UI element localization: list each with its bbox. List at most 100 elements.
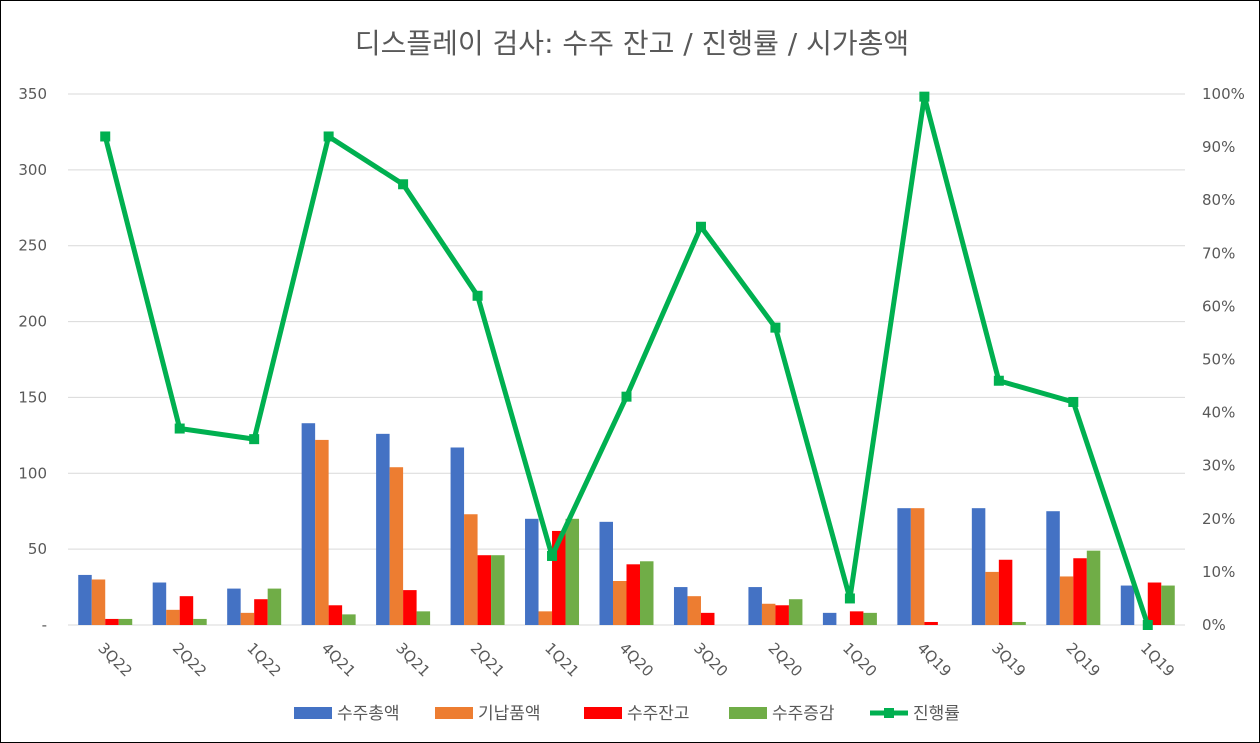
bar-수주총액 [450,447,465,625]
x-axis-tick-label: 3Q19 [988,639,1029,680]
bar-수주증감 [1161,585,1175,625]
x-axis-tick-label: 2Q19 [1062,639,1103,680]
left-axis-tick-label: 200 [18,313,47,331]
right-axis-tick-label: 60% [1202,297,1235,315]
line-marker-진행률 [323,131,334,142]
bar-수주잔고 [700,612,715,625]
x-axis-tick-label: 3Q22 [94,639,135,680]
legend-label: 수주총액 [337,704,400,724]
bar-수주잔고 [924,621,938,625]
line-marker-진행률 [1068,396,1079,407]
line-marker-진행률 [1142,620,1153,630]
right-axis-tick-label: 40% [1202,404,1235,422]
bar-기납품액 [166,609,180,625]
bar-series [78,423,1175,625]
legend-swatch-수주총액 [294,707,332,719]
bar-수주잔고 [626,564,640,625]
left-axis-tick-label: 50 [28,540,47,558]
bar-수주총액 [748,587,762,625]
x-axis-tick-label: 1Q20 [839,639,880,680]
bar-수주잔고 [477,555,492,625]
x-axis-tick-label: 2Q22 [169,639,210,680]
legend-marker-진행률 [884,708,894,718]
bar-기납품액 [389,467,404,625]
bar-수주총액 [673,587,688,625]
right-axis-tick-label: 70% [1202,244,1235,262]
bar-수주잔고 [1073,558,1087,625]
line-marker-진행률 [621,391,632,402]
left-axis: - 50 100 150 200 250 300 350 [18,85,47,634]
right-axis-tick-label: 100% [1202,85,1245,103]
bar-기납품액 [240,612,255,625]
left-axis-tick-label: 300 [18,161,47,179]
line-marker-진행률 [100,131,111,142]
gridlines [68,93,1185,626]
bar-수주증감 [342,614,356,625]
x-axis-tick-label: 1Q21 [541,639,582,680]
bar-수주증감 [416,611,431,625]
line-marker-진행률 [695,221,706,232]
bar-수주총액 [822,612,837,625]
bar-수주잔고 [403,590,417,625]
line-marker-진행률 [844,593,855,604]
legend-swatch-수주증감 [729,707,767,719]
right-axis-tick-label: 20% [1202,510,1235,528]
bar-기납품액 [985,571,999,625]
chart-title: 디스플레이 검사: 수주 잔고 / 진행률 / 시가총액 [355,27,909,60]
bar-수주잔고 [849,611,864,625]
bar-기납품액 [613,581,627,625]
bar-수주총액 [1120,585,1135,625]
left-axis-tick-label: - [42,616,47,634]
bar-수주잔고 [998,559,1013,625]
bar-수주총액 [1046,511,1060,625]
bar-수주잔고 [254,599,268,625]
bar-수주총액 [525,518,539,625]
left-axis-tick-label: 100 [18,464,47,482]
line-진행률 [102,94,1151,626]
bar-수주총액 [599,521,613,625]
bar-수주증감 [863,612,877,625]
x-axis-tick-label: 3Q20 [690,639,731,680]
bar-수주잔고 [775,605,789,625]
line-marker-진행률 [398,179,409,190]
legend-label: 기납품액 [478,704,541,724]
bar-수주총액 [971,508,986,625]
x-axis-tick-label: 4Q20 [616,639,657,680]
bar-수주증감 [1086,550,1101,625]
bar-기납품액 [538,611,553,625]
bar-수주증감 [788,599,803,625]
left-axis-tick-label: 150 [18,388,47,406]
x-axis-tick-label: 4Q19 [914,639,955,680]
progress-line-series [100,91,1153,630]
bar-기납품액 [761,603,776,625]
bar-수주총액 [376,433,390,625]
right-axis-tick-label: 30% [1202,457,1235,475]
bar-수주총액 [897,508,911,625]
x-axis-tick-label: 3Q21 [392,639,433,680]
right-axis-tick-label: 0% [1202,616,1226,634]
bar-수주총액 [301,423,316,625]
right-axis-tick-label: 80% [1202,191,1235,209]
legend-label: 진행률 [913,704,960,724]
line-marker-진행률 [993,375,1004,386]
legend-label: 수주증감 [772,704,835,724]
legend-swatch-기납품액 [435,707,473,719]
bar-기납품액 [91,579,106,625]
x-axis: 3Q22 2Q22 1Q22 4Q21 3Q21 2Q21 1Q21 4Q20 3Q20 2Q20… [94,639,1178,680]
bar-수주증감 [193,618,207,625]
legend-label: 수주잔고 [627,704,690,724]
bar-기납품액 [1059,576,1074,625]
bar-수주총액 [152,582,167,625]
bar-수주잔고 [105,618,119,625]
line-marker-진행률 [174,423,185,434]
bar-수주증감 [267,588,282,625]
line-marker-진행률 [547,550,558,561]
line-marker-진행률 [472,290,483,301]
left-axis-tick-label: 250 [18,237,47,255]
bar-수주잔고 [1147,582,1162,625]
bar-수주증감 [118,618,133,625]
right-axis-tick-label: 50% [1202,351,1235,369]
right-axis: 0% 10% 20% 30% 40% 50% 60% 70% 80% 90% 100% [1202,85,1245,634]
bar-기납품액 [315,439,329,625]
